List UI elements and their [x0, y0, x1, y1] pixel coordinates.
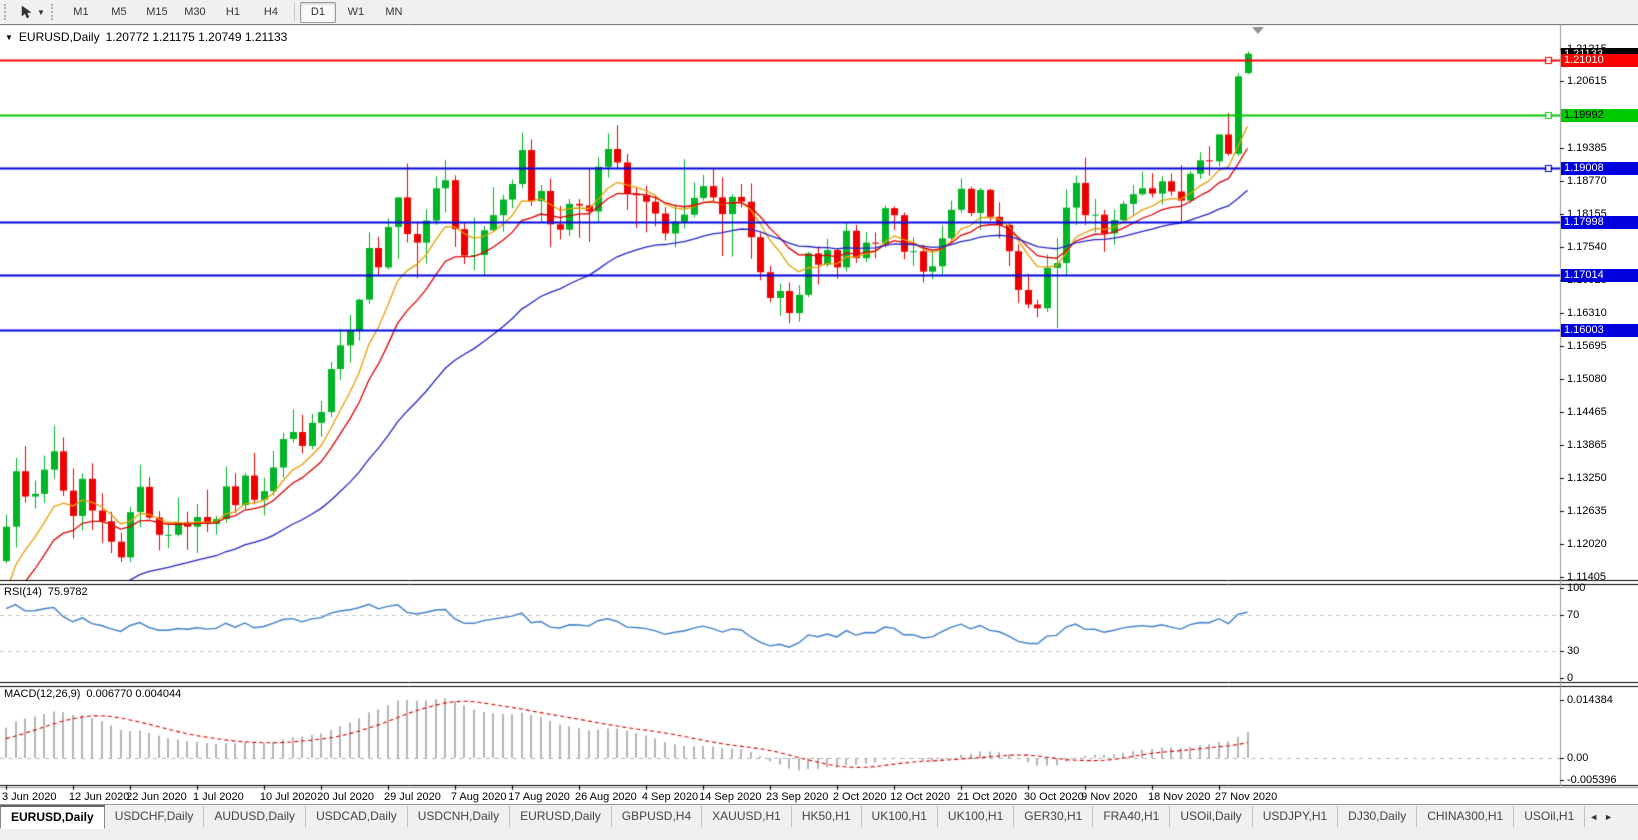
toolbar-separator — [293, 3, 295, 21]
chart-tabbar: EURUSD,Daily USDCHF,Daily AUDUSD,Daily USDC… — [0, 804, 1638, 840]
price-tick-label: 1.16310 — [1567, 307, 1607, 320]
chart-tab-hk50-h1[interactable]: HK50,H1 — [791, 806, 862, 827]
chart-tab-usdcad-daily[interactable]: USDCAD,Daily — [306, 806, 408, 827]
date-tick-label: 2 Oct 2020 — [832, 791, 887, 803]
macd-indicator-label: MACD(12,26,9) 0.006770 0.004044 — [4, 688, 181, 700]
level-price-badge: 1.19992 — [1561, 109, 1638, 122]
price-tick-label: 1.13250 — [1567, 471, 1607, 484]
chart-collapse-icon[interactable]: ▼ — [5, 32, 13, 42]
rsi-tick-label: 30 — [1567, 645, 1580, 657]
chart-tab-fra40-h1[interactable]: FRA40,H1 — [1093, 806, 1171, 827]
chart-tab-audusd-daily[interactable]: AUDUSD,Daily — [204, 806, 307, 827]
date-tick-label: 7 Aug 2020 — [450, 791, 507, 803]
chart-ohlc-values: 1.20772 1.21175 1.20749 1.21133 — [105, 30, 288, 44]
chart-tab-uk100-h1[interactable]: UK100,H1 — [937, 806, 1015, 827]
price-tick-label: 1.12020 — [1567, 537, 1607, 550]
chart-tab-usoil-daily[interactable]: USOil,Daily — [1170, 806, 1253, 827]
timeframe-button-d1[interactable]: D1 — [299, 1, 336, 23]
timeframe-button-w1[interactable]: W1 — [347, 5, 365, 18]
tab-scroll-left-icon[interactable]: ◄ — [1589, 811, 1599, 822]
timeframe-button-m1[interactable]: M1 — [73, 5, 89, 18]
date-tick-label: 17 Aug 2020 — [508, 791, 570, 803]
level-price-badge: 1.16003 — [1561, 323, 1638, 337]
date-tick-label: 10 Jul 2020 — [259, 791, 317, 803]
price-tick-label: 1.19385 — [1567, 141, 1607, 154]
date-tick-label: 20 Jul 2020 — [317, 791, 375, 803]
price-tick-label: 1.11405 — [1567, 570, 1606, 583]
price-tick-label: 1.13865 — [1567, 438, 1607, 451]
price-tick-label: 1.15080 — [1567, 373, 1607, 386]
rsi-tick-label: 0 — [1567, 672, 1574, 684]
price-chart-canvas[interactable] — [0, 24, 1638, 804]
tab-scroll-right-icon[interactable]: ► — [1604, 811, 1614, 822]
tab-scroll-buttons: ◄ ► — [1585, 806, 1617, 827]
date-tick-label: 30 Oct 2020 — [1023, 791, 1084, 803]
date-tick-label: 1 Jul 2020 — [193, 791, 244, 803]
chart-window: ▼ EURUSD,Daily 1.20772 1.21175 1.20749 1… — [0, 24, 1638, 804]
macd-values: 0.006770 0.004044 — [86, 688, 182, 700]
chart-tab-usdcnh-daily[interactable]: USDCNH,Daily — [407, 806, 511, 827]
cursor-tool-caret-icon[interactable]: ▼ — [37, 7, 45, 17]
toolbar-grip2 — [50, 4, 58, 20]
level-price-badge: 1.17014 — [1561, 269, 1638, 283]
price-tick-label: 1.15695 — [1567, 340, 1607, 353]
level-price-badge: 1.17998 — [1561, 216, 1638, 230]
date-tick-label: 4 Sep 2020 — [641, 791, 699, 803]
chart-tab-xauusd-h1[interactable]: XAUUSD,H1 — [702, 806, 792, 827]
macd-tick-label: -0.005396 — [1567, 773, 1617, 786]
date-tick-label: 12 Jun 2020 — [68, 791, 130, 803]
rsi-value: 75.9782 — [47, 586, 88, 598]
timeframe-button-m5[interactable]: M5 — [111, 5, 127, 18]
price-tick-label: 1.14465 — [1567, 406, 1607, 419]
date-tick-label: 21 Oct 2020 — [957, 791, 1017, 803]
chart-tab-eurusd-daily[interactable]: EURUSD,Daily — [510, 806, 612, 827]
price-tick-label: 1.12635 — [1567, 504, 1607, 517]
date-tick-label: 29 Jul 2020 — [384, 791, 441, 803]
chart-tab-gbpusd-h4[interactable]: GBPUSD,H4 — [611, 806, 703, 827]
level-price-badge: 1.19008 — [1561, 161, 1638, 175]
level-price-badge: 1.21010 — [1561, 54, 1638, 68]
date-tick-label: 22 Jun 2020 — [126, 791, 187, 803]
timeframe-button-mn[interactable]: MN — [385, 5, 403, 18]
macd-name: MACD(12,26,9) — [4, 688, 81, 700]
price-tick-label: 1.20615 — [1567, 75, 1607, 88]
chart-tab-usdchf-daily[interactable]: USDCHF,Daily — [104, 806, 205, 827]
chart-tab-eurusd-daily[interactable]: EURUSD,Daily — [0, 805, 105, 829]
toolbar-grip[interactable] — [4, 4, 11, 20]
chart-tab-usdjpy-h1[interactable]: USDJPY,H1 — [1252, 806, 1339, 827]
rsi-name: RSI(14) — [4, 586, 42, 598]
chart-symbol-label: EURUSD,Daily — [18, 30, 100, 44]
chart-tab-dj30-daily[interactable]: DJ30,Daily — [1338, 806, 1418, 827]
chart-tab-china300-h1[interactable]: CHINA300,H1 — [1417, 806, 1515, 827]
macd-tick-label: 0.014384 — [1567, 694, 1613, 706]
timeframe-button-m30[interactable]: M30 — [184, 5, 206, 18]
chart-tab-uk100-h1[interactable]: UK100,H1 — [861, 806, 938, 827]
date-tick-label: 3 Jun 2020 — [2, 791, 57, 803]
date-tick-label: 27 Nov 2020 — [1214, 791, 1278, 803]
date-tick-label: 23 Sep 2020 — [766, 791, 829, 803]
date-tick-label: 26 Aug 2020 — [575, 791, 637, 803]
rsi-tick-label: 100 — [1567, 582, 1586, 594]
chart-tab-usoil-h1[interactable]: USOil,H1 — [1514, 806, 1586, 827]
date-tick-label: 12 Oct 2020 — [890, 791, 951, 803]
macd-tick-label: 0.00 — [1567, 752, 1589, 764]
rsi-tick-label: 70 — [1567, 609, 1580, 621]
chart-tab-ger30-h1[interactable]: GER30,H1 — [1014, 806, 1094, 827]
timeframe-toolbar: ▼ M1 M5 M15 M30 H1 H4 D1 W1 MN — [0, 0, 1638, 25]
rsi-indicator-label: RSI(14) 75.9782 — [4, 586, 88, 598]
timeframe-button-m15[interactable]: M15 — [146, 5, 168, 18]
timeframe-button-h4[interactable]: H4 — [263, 5, 278, 18]
date-tick-label: 14 Sep 2020 — [699, 791, 762, 803]
price-tick-label: 1.17540 — [1567, 240, 1607, 253]
timeframe-button-h1[interactable]: H1 — [225, 5, 240, 18]
chart-title: ▼ EURUSD,Daily 1.20772 1.21175 1.20749 1… — [5, 30, 287, 44]
price-tick-label: 1.18770 — [1567, 174, 1607, 187]
cursor-tool-icon[interactable] — [15, 3, 37, 22]
date-tick-label: 9 Nov 2020 — [1081, 791, 1138, 803]
date-tick-label: 18 Nov 2020 — [1148, 791, 1211, 803]
